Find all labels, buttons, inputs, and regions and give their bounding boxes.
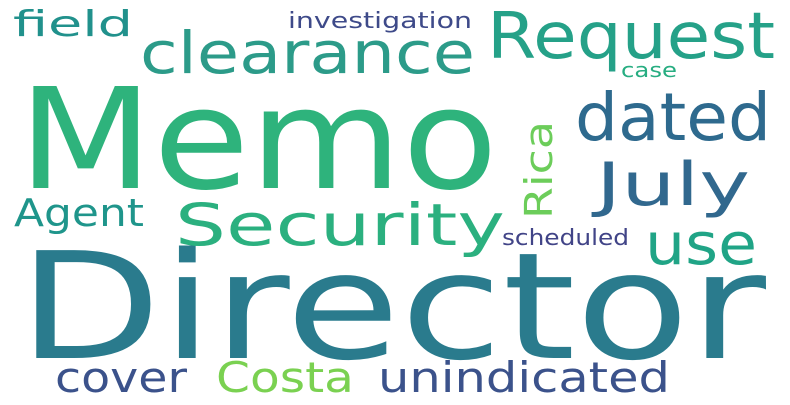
- word-security: Security: [175, 191, 505, 259]
- word-director: Director: [18, 221, 766, 393]
- word-investigation: investigation: [288, 9, 472, 34]
- word-memo: Memo: [18, 59, 498, 222]
- word-clearance: clearance: [140, 19, 475, 87]
- word-case: case: [621, 58, 677, 82]
- word-unindicated: unindicated: [378, 353, 670, 402]
- word-dated: dated: [575, 79, 771, 156]
- word-rica: Rica: [517, 121, 561, 219]
- word-scheduled: scheduled: [502, 226, 629, 251]
- word-request: Request: [487, 0, 775, 74]
- word-agent: Agent: [14, 191, 144, 235]
- word-costa: Costa: [216, 353, 354, 402]
- word-july: July: [590, 150, 750, 220]
- word-field: field: [13, 4, 133, 45]
- word-use: use: [645, 210, 757, 278]
- word-cover: cover: [55, 353, 188, 402]
